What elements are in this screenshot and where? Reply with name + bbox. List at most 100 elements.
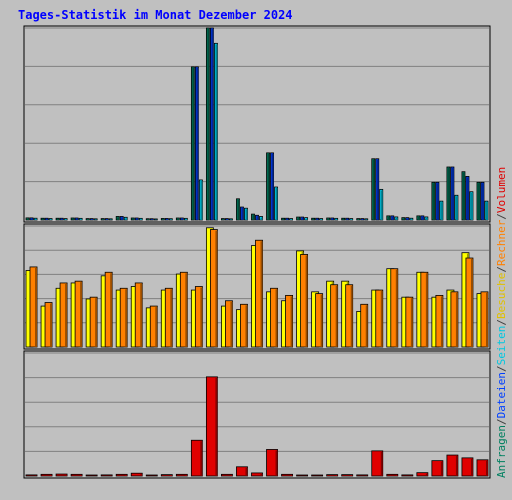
bar-anfragen-shade-day-17 [267, 153, 270, 220]
bar-anfragen-shade-day-20 [312, 219, 315, 220]
legend-item-besuche: Besuche [495, 273, 508, 319]
bar-volumen-day-19 [296, 474, 309, 477]
bar-volumen-shade-day-29 [455, 456, 458, 476]
bar-anfragen-shade-day-24 [372, 159, 375, 220]
bar-anfragen-shade-day-8 [132, 218, 135, 220]
bar-volumen-shade-day-7 [125, 475, 128, 476]
bar-rechner-shade-day-26 [410, 298, 413, 347]
bar-rechner-shade-day-11 [185, 273, 188, 347]
panels-layer [23, 25, 491, 479]
bar-volumen-day-1 [25, 474, 38, 477]
bar-seiten-shade-day-7 [125, 218, 128, 220]
bar-volumen-shade-day-2 [50, 475, 53, 476]
bar-seiten-shade-day-19 [305, 218, 308, 220]
bar-volumen-day-18 [281, 473, 293, 477]
bar-seiten-shade-day-27 [425, 217, 428, 220]
bar-anfragen-shade-day-12 [192, 67, 195, 221]
chart-title: Tages-Statistik im Monat Dezember 2024 [18, 8, 293, 22]
bar-rechner-shade-day-3 [65, 283, 68, 347]
bar-dateien-shade-day-2 [46, 219, 49, 220]
bar-volumen-day-14 [221, 473, 233, 477]
right-legend: Anfragen/Dateien/Seiten/Besuche/Rechner/… [495, 167, 508, 478]
panel-top [23, 25, 491, 223]
legend-item-anfragen: Anfragen [495, 425, 508, 478]
bar-seiten-shade-day-30 [470, 192, 473, 220]
bar-volumen-shade-day-27 [425, 473, 428, 476]
bar-anfragen-shade-day-30 [462, 172, 465, 220]
bar-seiten-shade-day-21 [335, 219, 338, 220]
bar-volumen-day-25 [386, 473, 399, 477]
bar-volumen-shade-day-30 [470, 458, 473, 476]
bar-dateien-shade-day-10 [166, 219, 169, 220]
bar-anfragen-shade-day-13 [207, 29, 210, 220]
panel-bottom-frame [23, 350, 491, 479]
legend-separator: / [495, 266, 508, 273]
bar-volumen-shade-day-3 [65, 475, 68, 476]
bar-volumen-day-2 [40, 473, 53, 477]
legend-separator: / [495, 418, 508, 425]
bar-anfragen-shade-day-10 [162, 219, 165, 220]
bar-rechner-shade-day-9 [155, 307, 158, 347]
bar-rechner-shade-day-28 [440, 296, 443, 347]
bar-dateien-shade-day-4 [76, 218, 79, 220]
bar-dateien-shade-day-3 [61, 219, 64, 220]
bar-anfragen-shade-day-15 [237, 199, 240, 220]
bar-volumen-shade-day-12 [200, 441, 203, 476]
bar-seiten-shade-day-4 [80, 219, 83, 220]
bar-volumen-day-20 [311, 474, 324, 477]
bar-volumen-shade-day-24 [380, 451, 383, 476]
bar-dateien-shade-day-7 [121, 217, 124, 220]
panel-middle-bars [25, 227, 489, 348]
bar-volumen-shade-day-4 [80, 475, 83, 476]
bar-anfragen-shade-day-3 [57, 219, 60, 220]
bar-volumen-shade-day-18 [290, 475, 293, 476]
bar-dateien-shade-day-31 [482, 183, 484, 220]
bar-volumen-day-23 [356, 474, 369, 477]
bar-seiten-shade-day-11 [185, 219, 188, 220]
bar-seiten-shade-day-1 [35, 219, 38, 220]
bar-seiten-shade-day-15 [245, 209, 248, 220]
bar-rechner-shade-day-30 [470, 259, 473, 347]
bar-seiten-shade-day-25 [395, 217, 398, 220]
bar-rechner-shade-day-6 [110, 273, 113, 347]
bar-volumen-shade-day-15 [245, 467, 248, 476]
bar-rechner-shade-day-17 [275, 289, 278, 347]
bar-rechner-day-3 [59, 282, 68, 348]
bar-anfragen-shade-day-31 [478, 183, 480, 220]
bar-rechner-shade-day-7 [125, 289, 128, 347]
legend-separator: / [495, 319, 508, 326]
bar-anfragen-shade-day-27 [417, 216, 420, 220]
bar-volumen-shade-day-8 [140, 474, 143, 476]
bar-seiten-shade-day-16 [260, 217, 263, 220]
bar-volumen-day-7 [115, 473, 128, 477]
bar-rechner-shade-day-16 [260, 241, 263, 347]
bar-anfragen-shade-day-29 [447, 167, 450, 220]
bar-volumen-day-10 [160, 474, 173, 477]
bar-volumen-day-21 [326, 474, 339, 477]
bar-dateien-shade-day-18 [286, 219, 289, 220]
bar-seiten-day-9 [153, 218, 158, 221]
bar-rechner-shade-day-19 [305, 255, 308, 347]
bar-rechner-shade-day-22 [350, 285, 353, 347]
bar-dateien-shade-day-11 [181, 218, 184, 220]
bar-dateien-shade-day-30 [466, 177, 469, 220]
bar-volumen-shade-day-31 [486, 460, 488, 476]
bar-dateien-shade-day-20 [316, 219, 319, 220]
bar-seiten-shade-day-29 [455, 196, 458, 220]
panel-bottom [23, 350, 491, 479]
panel-bottom-bars [25, 376, 489, 477]
panel-middle [23, 223, 491, 350]
bar-anfragen-shade-day-1 [27, 218, 30, 220]
bar-rechner-shade-day-20 [320, 294, 323, 347]
bar-dateien-shade-day-12 [196, 67, 199, 221]
legend-item-dateien: Dateien [495, 372, 508, 418]
bar-dateien-shade-day-17 [271, 153, 274, 220]
bar-volumen-day-9 [145, 474, 158, 477]
panel-top-frame [23, 25, 491, 223]
bar-volumen-day-4 [70, 473, 83, 477]
bar-seiten-shade-day-8 [140, 219, 143, 220]
bar-dateien-shade-day-25 [391, 216, 394, 220]
bar-rechner-shade-day-13 [215, 230, 218, 347]
bar-seiten-shade-day-12 [200, 180, 203, 220]
